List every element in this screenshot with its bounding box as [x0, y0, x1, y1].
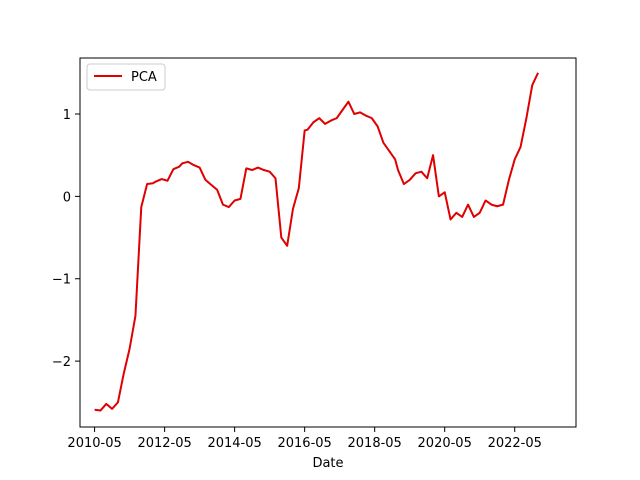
- x-axis-label: Date: [312, 456, 343, 471]
- y-tick-label: 1: [63, 108, 71, 123]
- legend-box: [86, 63, 166, 91]
- x-tick-label: 2016-05: [277, 436, 331, 451]
- y-tick-label: −1: [52, 273, 71, 288]
- axes-frame: [79, 57, 577, 428]
- legend-label-pca: PCA: [131, 70, 157, 85]
- x-tick-label: 2014-05: [207, 436, 261, 451]
- x-tick-label: 2018-05: [348, 436, 402, 451]
- y-tick-label: −2: [52, 355, 71, 370]
- series-line-pca: [94, 72, 539, 412]
- x-axis: 2010-05 2012-05 2014-05 2016-05 2018-05 2020-…: [67, 427, 542, 451]
- x-tick-label: 2012-05: [137, 436, 191, 451]
- x-tick-label: 2022-05: [488, 436, 542, 451]
- x-tick-label: 2020-05: [418, 436, 472, 451]
- y-tick-label: 0: [63, 190, 71, 205]
- legend: PCA: [86, 63, 166, 91]
- y-axis: −2 −1 0 1: [52, 108, 80, 370]
- x-tick-label: 2010-05: [67, 436, 121, 451]
- plot-area: [94, 72, 539, 412]
